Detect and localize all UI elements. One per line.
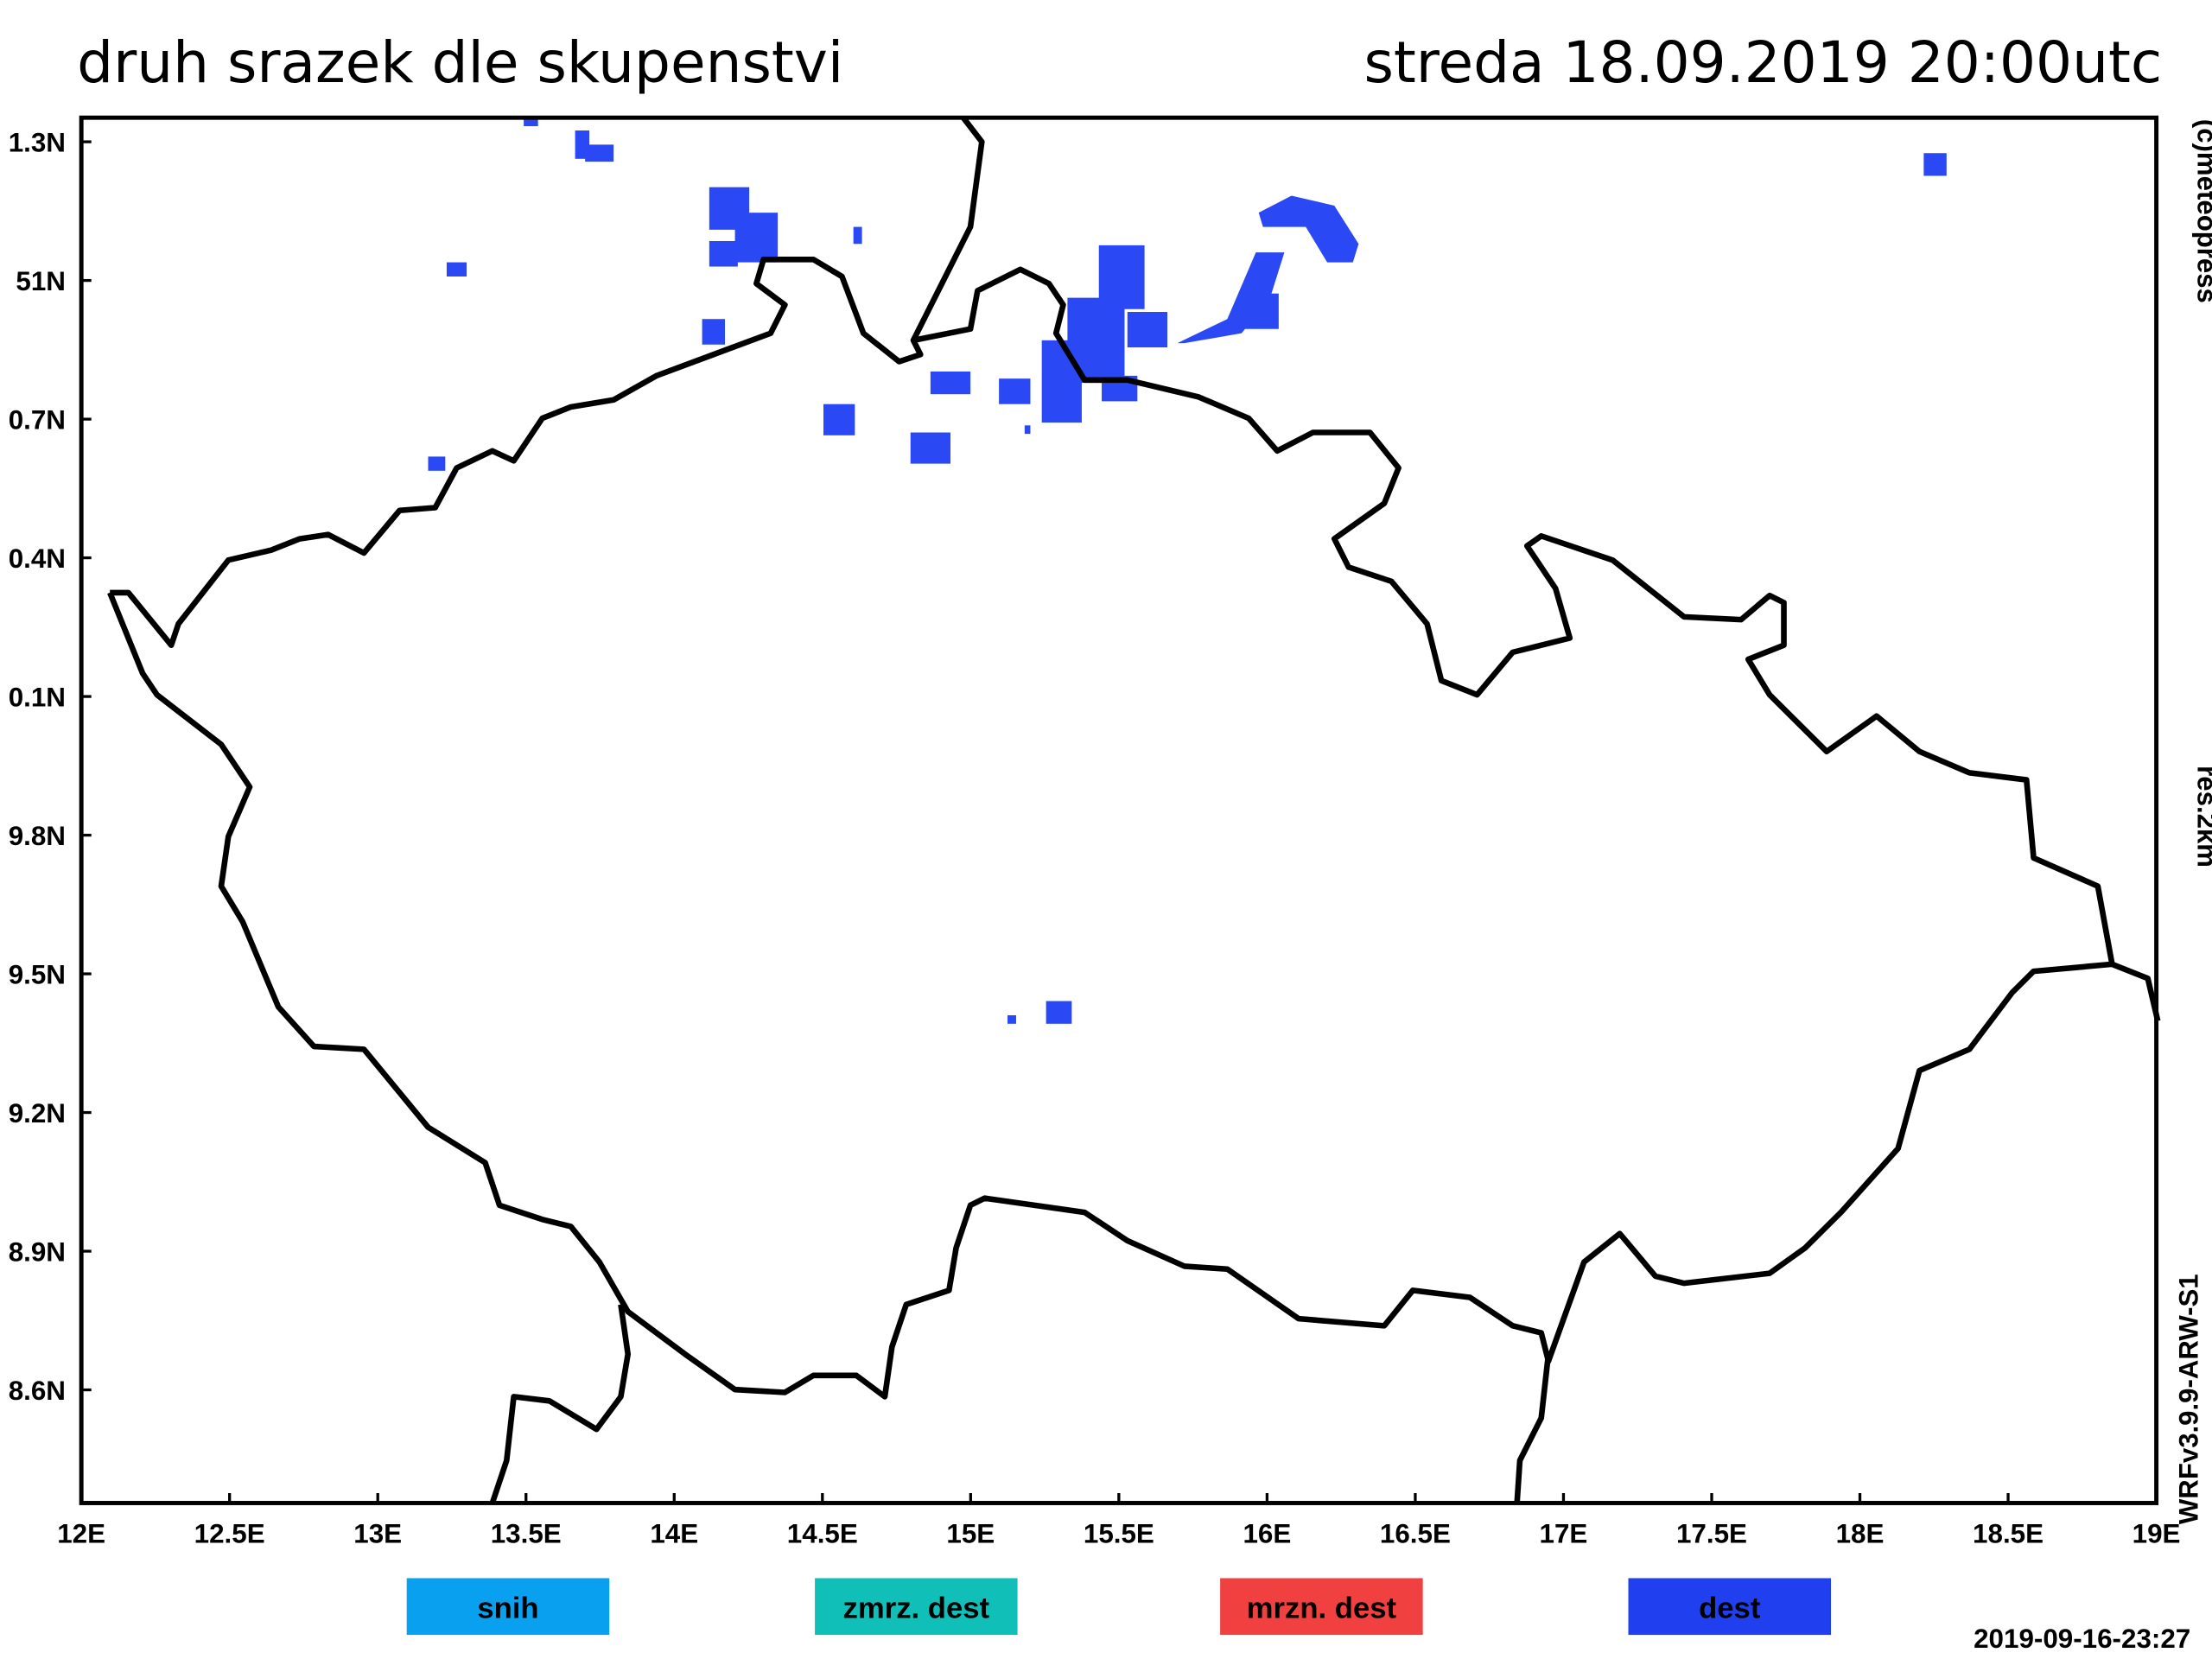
lon-label: 13.5E [491, 1519, 562, 1549]
legend-swatch [1220, 1578, 1423, 1636]
lat-label: 0.7N [9, 405, 66, 435]
lon-label: 16.5E [1380, 1519, 1451, 1549]
legend-label: mrzn. dest [1247, 1592, 1397, 1625]
lon-label: 16E [1243, 1519, 1291, 1549]
lat-label: 0.4N [9, 543, 66, 574]
legend [406, 1578, 1832, 1636]
copyright: (c)meteopress [2191, 119, 2212, 303]
precipitation [428, 118, 1947, 1024]
lon-label: 17E [1540, 1519, 1588, 1549]
legend-label: dest [1699, 1592, 1761, 1625]
legend-label: snih [477, 1592, 538, 1625]
lat-label: 1.3N [9, 128, 66, 158]
lat-label: 9.8N [9, 821, 66, 851]
model: WRFv3.9.9-ARW-S1 [2173, 1274, 2203, 1524]
lon-label: 17.5E [1676, 1519, 1747, 1549]
lat-label: 51N [16, 266, 66, 296]
legend-swatch [1628, 1578, 1832, 1636]
run-time: 2019-09-16-23:27 [1974, 1624, 2190, 1654]
legend-swatch [815, 1578, 1018, 1636]
lon-label: 19E [2133, 1519, 2181, 1549]
title: druh srazek dle skupenstvi [77, 29, 843, 96]
lat-label: 8.6N [9, 1376, 66, 1406]
lat-label: 9.5N [9, 960, 66, 990]
resolution: res.2km [2191, 766, 2212, 868]
lat-label: 0.1N [9, 683, 66, 713]
lon-label: 14E [650, 1519, 698, 1549]
lon-label: 12.5E [194, 1519, 265, 1549]
lon-label: 18E [1836, 1519, 1885, 1549]
legend-label: zmrz. dest [843, 1592, 990, 1625]
lon-label: 15E [946, 1519, 995, 1549]
lat-label: 8.9N [9, 1237, 66, 1268]
lon-label: 15.5E [1084, 1519, 1154, 1549]
lon-label: 14.5E [787, 1519, 858, 1549]
lon-label: 13E [353, 1519, 402, 1549]
borders [107, 116, 2161, 1504]
lon-label: 18.5E [1973, 1519, 2044, 1549]
legend-swatch [406, 1578, 610, 1636]
valid-time: streda 18.09.2019 20:00utc [1363, 29, 2162, 96]
lon-label: 12E [57, 1519, 105, 1549]
lat-label: 9.2N [9, 1098, 66, 1128]
